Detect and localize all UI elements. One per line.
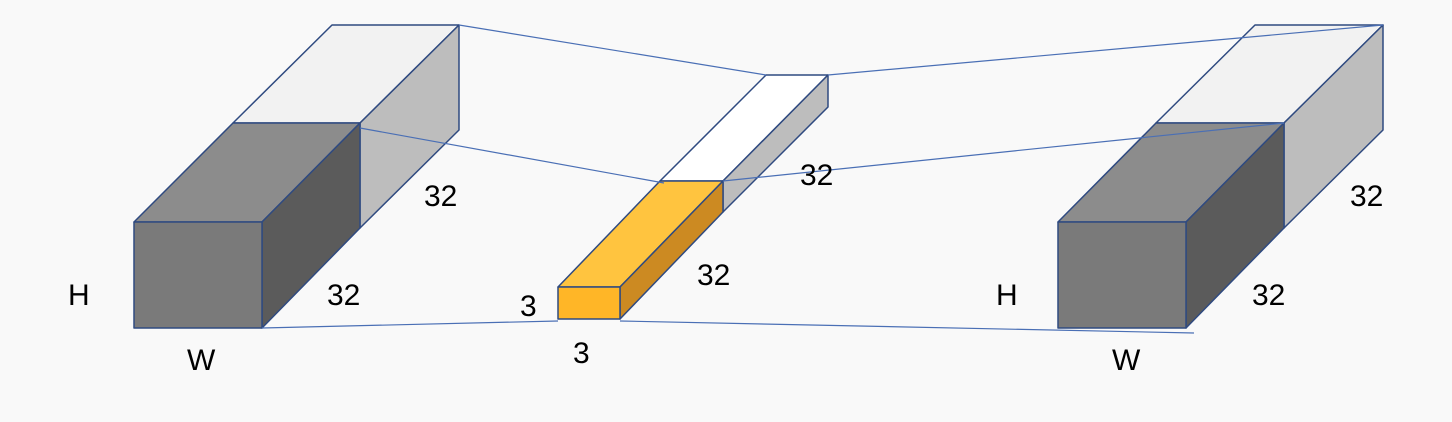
output-height-label: H xyxy=(996,279,1018,312)
input-width-label: W xyxy=(187,344,216,377)
kernel-height-label: 3 xyxy=(520,290,537,323)
output-width-label: W xyxy=(1112,344,1141,377)
connector-line xyxy=(619,320,1195,334)
kernel-block xyxy=(557,74,829,320)
connector-lines xyxy=(261,24,1384,334)
connector-line xyxy=(261,320,559,329)
output-tensor-block xyxy=(1057,24,1384,329)
input-tensor-block xyxy=(133,24,460,329)
connector-line xyxy=(458,24,767,76)
output-front-face xyxy=(1057,221,1187,329)
input-height-label: H xyxy=(68,279,90,312)
connector-line xyxy=(359,127,665,184)
kernel-channel-label: 32 xyxy=(800,159,833,192)
connector-line xyxy=(722,122,1285,182)
output-depth-label: 32 xyxy=(1252,279,1285,312)
output-channel-label: 32 xyxy=(1350,180,1383,213)
input-channel-label: 32 xyxy=(424,180,457,213)
input-front-face xyxy=(133,221,263,329)
kernel-depth-label: 32 xyxy=(697,259,730,292)
connector-line xyxy=(827,24,1384,76)
kernel-width-label: 3 xyxy=(573,337,590,370)
kernel-front-face xyxy=(557,286,621,320)
input-depth-label: 32 xyxy=(327,279,360,312)
